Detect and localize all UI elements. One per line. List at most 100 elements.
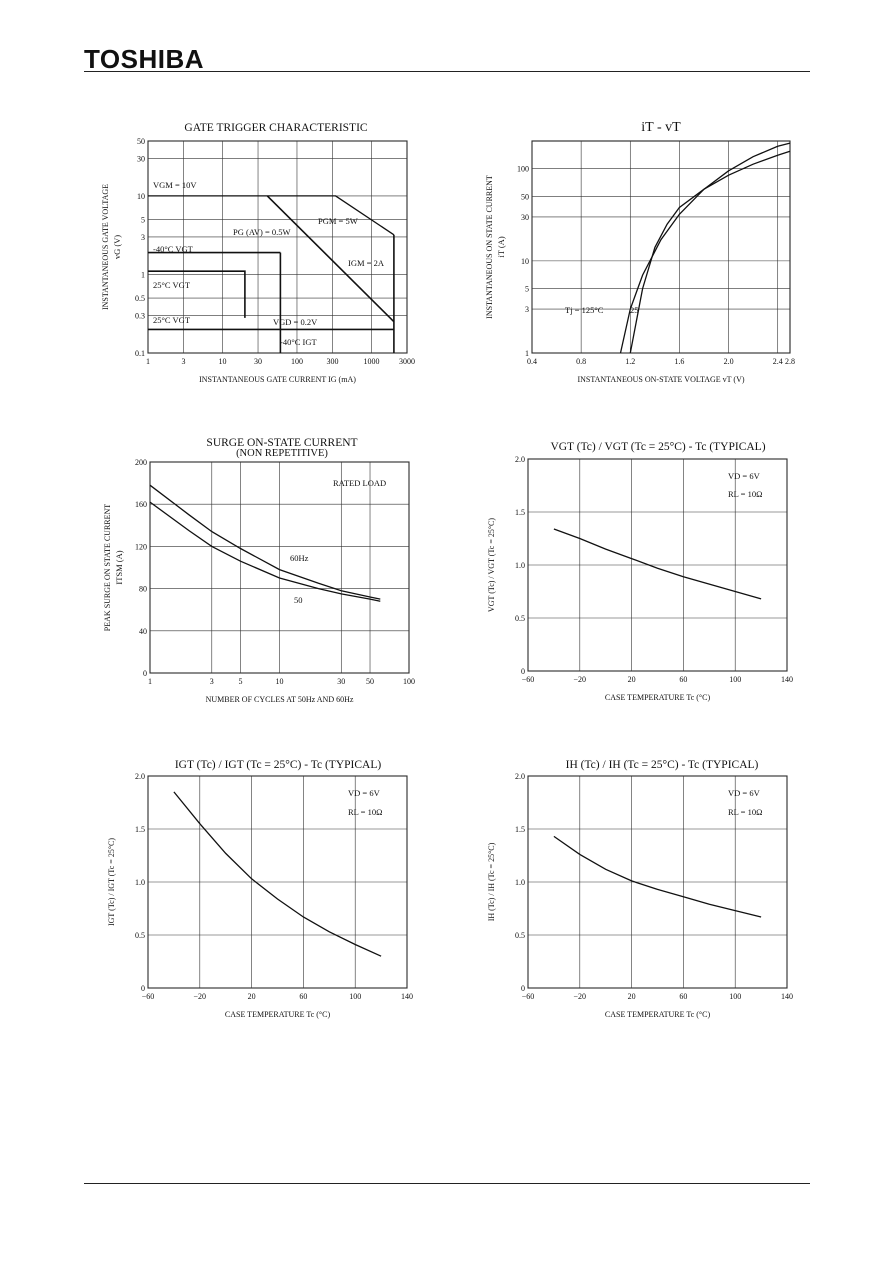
x-tick-label: 20 xyxy=(628,992,636,1001)
y-tick-label: 1.0 xyxy=(135,878,145,887)
chart-title: GATE TRIGGER CHARACTERISTIC xyxy=(184,122,367,134)
y-tick-label: 0 xyxy=(521,984,525,993)
chart-title: IH (Tc) / IH (Tc = 25°C) - Tc (TYPICAL) xyxy=(566,759,759,771)
x-tick-label: 100 xyxy=(349,992,361,1001)
y-axis-symbol: iT (A) xyxy=(496,236,506,257)
chart-title: SURGE ON-STATE CURRENT xyxy=(206,437,357,449)
x-tick-label: 100 xyxy=(403,677,415,686)
y-axis-symbol: ITSM (A) xyxy=(114,550,124,584)
plot-frame xyxy=(531,140,791,354)
annotation: VGM = 10V xyxy=(153,180,197,190)
x-axis-label: INSTANTANEOUS ON-STATE VOLTAGE vT (V) xyxy=(577,375,744,384)
x-tick-label: 2.4 xyxy=(773,357,783,366)
annotation: 60Hz xyxy=(290,553,309,563)
x-axis-label: INSTANTANEOUS GATE CURRENT IG (mA) xyxy=(199,375,356,384)
annotation: 25°C VGT xyxy=(153,315,191,325)
x-tick-label: 10 xyxy=(218,357,226,366)
y-tick-label: 1.5 xyxy=(135,825,145,834)
y-tick-label: 3 xyxy=(141,233,145,242)
x-tick-label: −20 xyxy=(194,992,207,1001)
x-tick-label: 1.6 xyxy=(674,357,684,366)
x-axis-label: CASE TEMPERATURE Tc (°C) xyxy=(225,1010,331,1019)
x-tick-label: 10 xyxy=(276,677,284,686)
x-tick-label: −60 xyxy=(522,675,535,684)
header-rule xyxy=(84,71,810,72)
x-tick-label: 3 xyxy=(210,677,214,686)
y-tick-label: 0 xyxy=(141,984,145,993)
y-tick-label: 30 xyxy=(521,213,529,222)
series-line-0 xyxy=(149,484,381,600)
series-line-1 xyxy=(629,150,791,354)
x-tick-label: 60 xyxy=(299,992,307,1001)
chart-it-vt: 0.4 0.8 1.2 1.6 2.0 2.4 2.8 1 3 5 10 30 50 100 iT - vT… xyxy=(485,120,795,384)
y-tick-label: 3 xyxy=(525,305,529,314)
y-tick-label: 0.3 xyxy=(135,312,145,321)
y-tick-label: 0.5 xyxy=(135,931,145,940)
annotation: RL = 10Ω xyxy=(348,807,382,817)
x-tick-label: 30 xyxy=(337,677,345,686)
x-tick-label: −60 xyxy=(142,992,155,1001)
chart-surge: 1 3 5 10 30 50 100 0 40 80 120 160 200 SURGE ON-STATE… xyxy=(103,437,415,704)
y-tick-label: 5 xyxy=(525,285,529,294)
annotation: -40°C VGT xyxy=(153,244,194,254)
y-tick-label: 160 xyxy=(135,500,147,509)
x-tick-label: 20 xyxy=(248,992,256,1001)
annotation: 25°C VGT xyxy=(153,280,191,290)
x-tick-label: 5 xyxy=(239,677,243,686)
x-tick-label: 0.8 xyxy=(576,357,586,366)
x-tick-label: 20 xyxy=(628,675,636,684)
chart-title: IGT (Tc) / IGT (Tc = 25°C) - Tc (TYPICAL… xyxy=(175,759,382,771)
y-tick-label: 0 xyxy=(143,669,147,678)
x-tick-label: −20 xyxy=(574,992,587,1001)
y-tick-label: 120 xyxy=(135,542,147,551)
x-tick-label: 3000 xyxy=(399,357,415,366)
annotation: VD = 6V xyxy=(728,471,761,481)
chart-vgt-tc: −60 −20 20 60 100 140 0 0.5 1.0 1.5 2.0 VGT (Tc) / … xyxy=(487,441,793,702)
series-line-0 xyxy=(619,142,791,354)
y-tick-label: 2.0 xyxy=(135,772,145,781)
y-tick-label: 80 xyxy=(139,585,147,594)
y-tick-label: 10 xyxy=(137,192,145,201)
x-tick-label: 140 xyxy=(781,675,793,684)
chart-title: VGT (Tc) / VGT (Tc = 25°C) - Tc (TYPICAL… xyxy=(550,441,765,453)
y-tick-label: 2.0 xyxy=(515,772,525,781)
x-tick-label: 3 xyxy=(182,357,186,366)
y-tick-label: 0.5 xyxy=(515,931,525,940)
y-tick-label: 30 xyxy=(137,154,145,163)
annotation: RL = 10Ω xyxy=(728,807,762,817)
chart-igt-tc: −60 −20 20 60 100 140 0 0.5 1.0 1.5 2.0 IGT (Tc) / … xyxy=(107,759,413,1019)
x-tick-label: 30 xyxy=(254,357,262,366)
annotation: 50 xyxy=(294,595,303,605)
series-line-1 xyxy=(149,501,381,602)
x-axis-label: CASE TEMPERATURE Tc (°C) xyxy=(605,693,711,702)
x-tick-label: 100 xyxy=(291,357,303,366)
x-tick-label: 300 xyxy=(327,357,339,366)
y-axis-label: PEAK SURGE ON STATE CURRENT xyxy=(103,504,112,631)
y-tick-label: 100 xyxy=(517,165,529,174)
x-tick-label: 0.4 xyxy=(527,357,537,366)
series-line-0 xyxy=(553,835,762,918)
series-line-0 xyxy=(173,791,382,957)
y-axis-label: IGT (Tc) / IGT (Tc = 25°C) xyxy=(107,838,116,926)
y-tick-label: 1.5 xyxy=(515,825,525,834)
x-tick-label: 100 xyxy=(729,675,741,684)
y-axis-label: INSTANTANEOUS ON STATE CURRENT xyxy=(485,175,494,319)
y-axis-label: INSTANTANEOUS GATE VOLTAGE xyxy=(101,184,110,310)
annotation: PGM = 5W xyxy=(318,216,358,226)
x-tick-label: 50 xyxy=(366,677,374,686)
x-tick-label: 2.0 xyxy=(724,357,734,366)
y-tick-label: 2.0 xyxy=(515,455,525,464)
y-tick-label: 50 xyxy=(137,137,145,146)
x-tick-label: 140 xyxy=(781,992,793,1001)
series-line-4 xyxy=(148,270,246,318)
y-tick-label: 0.1 xyxy=(135,349,145,358)
chart-ih-tc: −60 −20 20 60 100 140 0 0.5 1.0 1.5 2.0 IH (Tc) / I… xyxy=(487,759,793,1019)
x-tick-label: 140 xyxy=(401,992,413,1001)
y-tick-label: 5 xyxy=(141,216,145,225)
y-tick-label: 0 xyxy=(521,667,525,676)
toshiba-logo: TOSHIBA xyxy=(84,44,205,74)
x-tick-label: 2.8 xyxy=(785,357,795,366)
annotation: Tj = 125°C xyxy=(565,305,604,315)
footer-rule xyxy=(84,1183,810,1184)
